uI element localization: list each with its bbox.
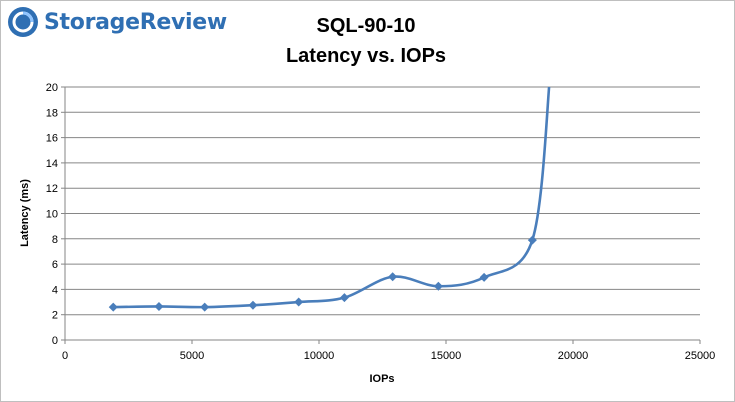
y-tick-label: 14 [46,158,58,170]
x-tick-label: 0 [62,350,68,362]
y-tick-label: 20 [46,82,58,94]
data-point-marker [154,301,164,311]
x-axis-label: IOPs [369,373,394,385]
x-tick-label: 10000 [304,350,335,362]
data-point-marker [388,272,398,282]
y-tick-label: 18 [46,107,58,119]
data-point-marker [527,235,537,245]
y-tick-label: 10 [46,209,58,221]
x-tick-label: 5000 [180,350,204,362]
data-point-marker [339,293,349,303]
x-tick-label: 15000 [431,350,462,362]
brand-name: StorageReview [44,9,227,35]
y-tick-label: 2 [52,310,58,322]
brand-logo: StorageReview [7,5,227,39]
y-tick-label: 12 [46,183,58,195]
storagereview-logo-icon [8,7,38,37]
y-tick-label: 0 [52,335,58,347]
y-tick-label: 4 [52,284,58,296]
chart-title: SQL-90-10 [316,15,416,37]
data-point-marker [433,281,443,291]
x-tick-label: 25000 [685,350,716,362]
data-point-marker [294,297,304,307]
data-point-marker [479,272,489,282]
gridlines [65,86,700,316]
series-latency [108,87,551,312]
y-tick-label: 6 [52,259,58,271]
series-line [113,87,551,309]
axes: 0 2 4 6 8 10 12 14 16 18 20 0 5000 10000 15000 20000 250… [46,82,716,362]
chart-subtitle: Latency vs. IOPs [285,45,447,67]
data-point-marker [108,302,118,312]
y-axis-label: Latency (ms) [19,179,31,247]
x-tick-label: 20000 [558,350,589,362]
y-tick-label: 8 [52,234,58,246]
y-tick-label: 16 [46,133,58,145]
data-point-marker [248,300,258,310]
data-point-marker [200,302,210,312]
